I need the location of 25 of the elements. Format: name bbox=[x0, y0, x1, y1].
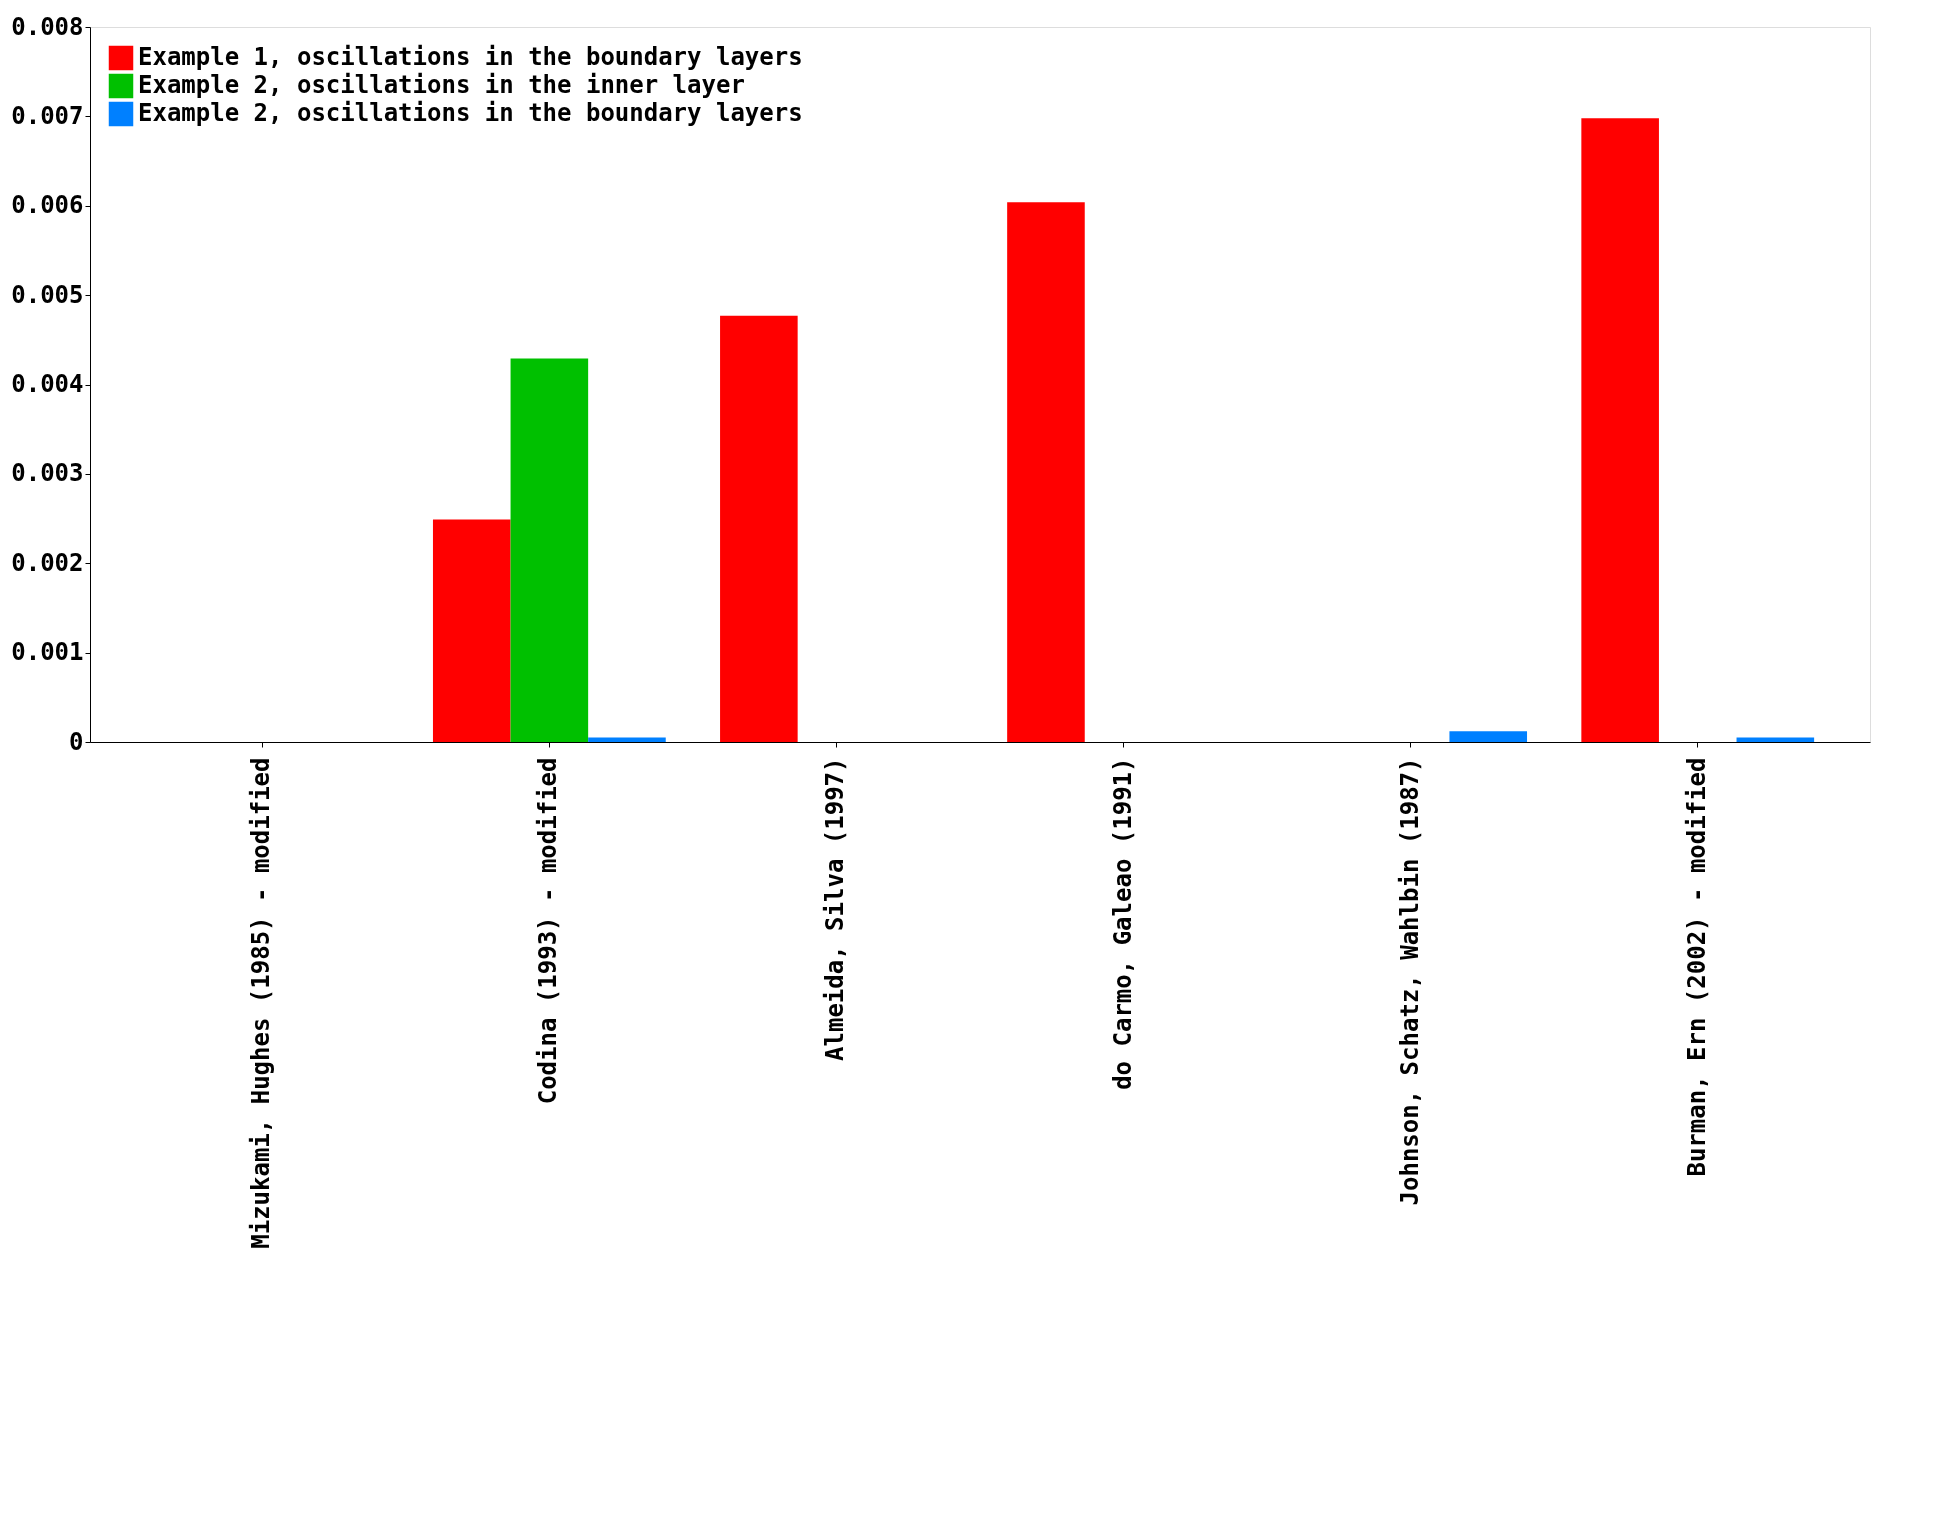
legend-label: Example 2, oscillations in the inner layer bbox=[138, 71, 745, 99]
y-tick-label: 0.004 bbox=[11, 370, 84, 398]
bar bbox=[720, 315, 798, 742]
x-tick-label: Mizukami, Hughes (1985) - modified bbox=[247, 757, 276, 1249]
legend-label: Example 1, oscillations in the boundary layers bbox=[138, 43, 803, 71]
y-tick-label: 0.006 bbox=[11, 191, 84, 220]
bar bbox=[1581, 118, 1659, 742]
bar bbox=[432, 519, 511, 742]
bar bbox=[588, 737, 666, 742]
y-tick-label: 0.003 bbox=[11, 459, 84, 488]
bar bbox=[1449, 731, 1528, 742]
y-tick-label: 0.005 bbox=[11, 280, 84, 309]
y-tick-label: 0.008 bbox=[11, 12, 84, 41]
bar bbox=[510, 358, 589, 742]
x-tick-label: Codina (1993) - modified bbox=[534, 757, 563, 1105]
y-tick-label: 0.002 bbox=[11, 548, 84, 577]
y-tick-label: 0.001 bbox=[11, 638, 84, 667]
legend-label: Example 2, oscillations in the boundary layers bbox=[138, 99, 803, 127]
x-tick-label: Johnson, Schatz, Wahlbin (1987) bbox=[1395, 757, 1424, 1206]
x-tick-label: do Carmo, Galeao (1991) bbox=[1108, 757, 1137, 1090]
y-tick-label: 0 bbox=[69, 727, 84, 756]
bar bbox=[1007, 202, 1085, 742]
x-tick-label: Almeida, Silva (1997) bbox=[821, 757, 850, 1061]
x-tick-label: Burman, Ern (2002) - modified bbox=[1682, 757, 1711, 1177]
y-tick-label: 0.007 bbox=[11, 101, 84, 130]
